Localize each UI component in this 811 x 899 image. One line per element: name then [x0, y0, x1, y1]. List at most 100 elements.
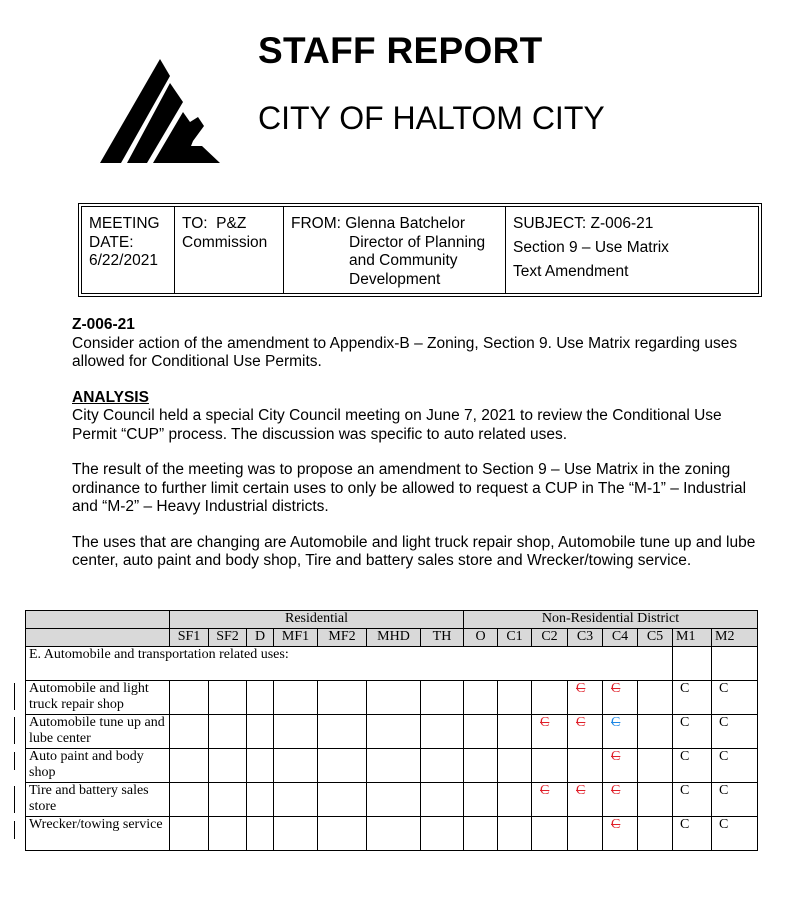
- city-logo: [100, 59, 220, 163]
- permit-mark: C: [719, 681, 729, 696]
- column-header: SF1: [169, 628, 209, 647]
- matrix-cell: C: [567, 782, 603, 817]
- to-line: Commission: [182, 233, 268, 251]
- matrix-cell: C: [711, 782, 758, 817]
- change-bar: [14, 752, 15, 770]
- matrix-cell: [567, 816, 603, 851]
- column-header: TH: [420, 628, 464, 647]
- table-row: Auto paint and body shop C C C: [25, 748, 758, 783]
- meeting-label: MEETING: [89, 215, 160, 232]
- deleted-permit-mark: C: [611, 681, 621, 696]
- paragraph: The uses that are changing are Automobil…: [72, 533, 756, 570]
- matrix-cell: [273, 782, 318, 817]
- matrix-cell: [463, 782, 498, 817]
- matrix-cell: [366, 816, 421, 851]
- permit-mark: C: [719, 783, 729, 798]
- deleted-permit-mark: C: [611, 783, 621, 798]
- from-title: and Community: [349, 252, 458, 269]
- group-header: Residential: [169, 610, 464, 629]
- change-bar: [14, 717, 15, 744]
- matrix-cell: [463, 680, 498, 715]
- table-row: Automobile tune up and lube center C C C C C: [25, 714, 758, 749]
- paragraph: City Council held a special City Council…: [72, 407, 722, 443]
- matrix-cell: [531, 816, 568, 851]
- column-header: MF2: [317, 628, 367, 647]
- matrix-cell: [208, 816, 247, 851]
- matrix-cell: [366, 748, 421, 783]
- matrix-cell: [169, 680, 209, 715]
- matrix-cell: [169, 816, 209, 851]
- matrix-cell: [497, 680, 532, 715]
- from-title: Development: [349, 270, 441, 288]
- permit-mark: C: [719, 817, 729, 832]
- matrix-cell: C: [567, 680, 603, 715]
- memo-header: MEETING DATE: 6/22/2021 TO: P&Z Commissi…: [78, 203, 762, 297]
- table-row: Tire and battery sales store C C C C C: [25, 782, 758, 817]
- matrix-cell: [246, 748, 274, 783]
- matrix-cell: [208, 748, 247, 783]
- column-header: SF2: [208, 628, 247, 647]
- column-header: M1: [672, 628, 712, 647]
- case-number: Z-006-21: [72, 316, 135, 333]
- matrix-cell: [420, 782, 464, 817]
- matrix-cell: [420, 680, 464, 715]
- matrix-cell: [246, 782, 274, 817]
- matrix-cell: [317, 714, 367, 749]
- matrix-cell: [366, 680, 421, 715]
- paragraph: The result of the meeting was to propose…: [72, 461, 747, 515]
- column-header: C1: [497, 628, 532, 647]
- matrix-cell: [637, 748, 673, 783]
- matrix-cell: [497, 714, 532, 749]
- matrix-cell: [317, 816, 367, 851]
- subject-line: Text Amendment: [513, 263, 629, 280]
- matrix-cell: C: [711, 816, 758, 851]
- matrix-cell: [497, 748, 532, 783]
- use-label: Wrecker/towing service: [25, 816, 170, 851]
- deleted-permit-mark: C: [540, 715, 550, 730]
- matrix-cell: [273, 680, 318, 715]
- column-header: M2: [711, 628, 758, 647]
- matrix-cell: C: [602, 680, 638, 715]
- matrix-cell: [169, 714, 209, 749]
- deleted-permit-mark: C: [540, 783, 550, 798]
- table-row: Wrecker/towing service C C C: [25, 816, 758, 851]
- matrix-cell: [531, 680, 568, 715]
- from-label: FROM:: [291, 215, 341, 232]
- matrix-cell: [420, 714, 464, 749]
- matrix-cell: C: [672, 680, 712, 715]
- deleted-permit-mark: C: [611, 817, 621, 832]
- matrix-cell: [497, 816, 532, 851]
- matrix-cell: C: [531, 782, 568, 817]
- subject-line: Section 9 – Use Matrix: [513, 239, 669, 256]
- matrix-cell: [463, 748, 498, 783]
- matrix-cell: [246, 680, 274, 715]
- column-header: C3: [567, 628, 603, 647]
- analysis-heading: ANALYSIS: [72, 388, 149, 406]
- matrix-cell: [420, 816, 464, 851]
- to-cell: TO: P&Z Commission: [175, 207, 284, 293]
- matrix-cell: C: [672, 714, 712, 749]
- subject-cell: SUBJECT: Z-006-21 Section 9 – Use Matrix…: [506, 207, 758, 293]
- matrix-cell: [463, 714, 498, 749]
- matrix-cell: [317, 680, 367, 715]
- matrix-cell: C: [602, 782, 638, 817]
- deleted-permit-mark: C: [611, 715, 621, 730]
- permit-mark: C: [680, 715, 690, 730]
- matrix-cell: [246, 714, 274, 749]
- matrix-cell: C: [711, 680, 758, 715]
- matrix-cell: [463, 816, 498, 851]
- matrix-cell: C: [531, 714, 568, 749]
- from-name: Glenna Batchelor: [345, 215, 466, 232]
- use-label: Automobile and light truck repair shop: [25, 680, 170, 715]
- matrix-cell: C: [672, 816, 712, 851]
- meeting-date-cell: MEETING DATE: 6/22/2021: [82, 207, 175, 293]
- matrix-cell: C: [602, 748, 638, 783]
- use-label: Tire and battery sales store: [25, 782, 170, 817]
- matrix-cell: [366, 714, 421, 749]
- matrix-cell: C: [711, 748, 758, 783]
- permit-mark: C: [680, 681, 690, 696]
- matrix-cell: [208, 680, 247, 715]
- matrix-cell: [637, 714, 673, 749]
- change-bar: [14, 786, 15, 813]
- column-header: C2: [531, 628, 568, 647]
